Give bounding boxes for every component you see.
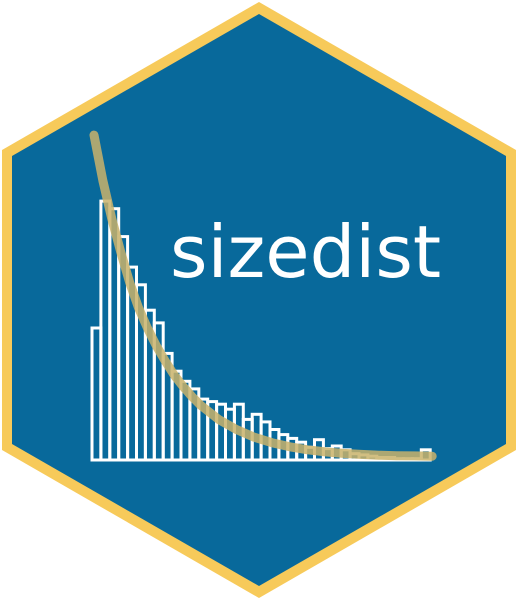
hex-background	[12, 14, 506, 586]
fitted-curve	[89, 130, 437, 461]
logo-title: sizedist	[170, 210, 441, 294]
histogram	[90, 199, 432, 462]
